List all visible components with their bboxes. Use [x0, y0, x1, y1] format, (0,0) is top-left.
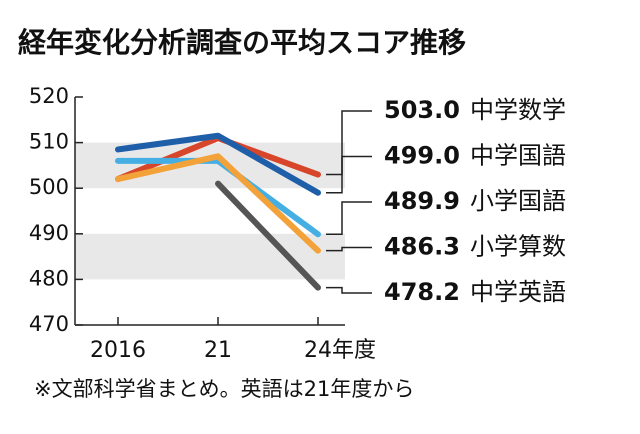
x-tick-label: 24年度 — [304, 338, 376, 363]
legend-label: 小学国語 — [470, 187, 566, 215]
series-line — [115, 132, 321, 196]
legend-label: 中学国語 — [470, 142, 566, 170]
legend-label: 小学算数 — [470, 233, 566, 261]
leader-line — [326, 246, 372, 252]
value-label: 478.2 — [384, 278, 460, 306]
series-line — [115, 153, 321, 254]
x-tick-label: 2016 — [90, 338, 146, 363]
series-line — [215, 180, 321, 291]
leader-line — [326, 110, 372, 176]
y-tick-label: 500 — [29, 175, 69, 199]
y-tick-label: 480 — [29, 266, 69, 290]
value-label: 499.0 — [384, 142, 460, 170]
value-label: 503.0 — [384, 96, 460, 124]
leader-line — [326, 201, 372, 236]
legend-label: 中学数学 — [470, 96, 566, 124]
leader-line — [326, 155, 372, 194]
leader-line — [326, 286, 372, 294]
series-line — [115, 157, 321, 238]
y-tick-label: 470 — [29, 312, 69, 336]
value-label: 489.9 — [384, 187, 460, 215]
legend-label: 中学英語 — [470, 278, 566, 306]
note: ※文部科学省まとめ。英語は21年度から — [34, 377, 414, 401]
y-tick-label: 520 — [29, 84, 69, 108]
x-tick-label: 21 — [204, 338, 232, 363]
y-tick-label: 510 — [29, 130, 69, 154]
value-label: 486.3 — [384, 233, 460, 261]
y-tick-label: 490 — [29, 221, 69, 245]
chart-title: 経年変化分析調査の平均スコア推移 — [18, 26, 466, 59]
